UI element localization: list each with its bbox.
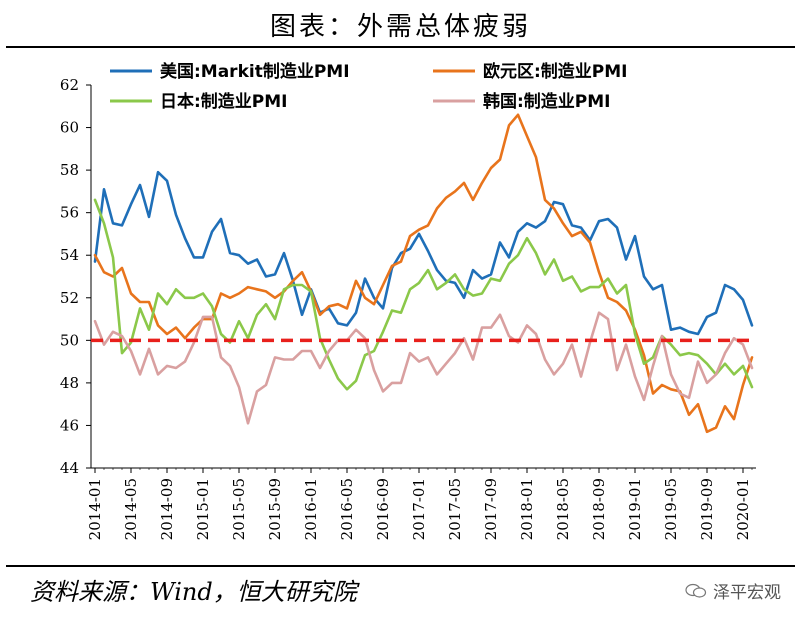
x-tick-label: 2014-01 — [86, 478, 104, 540]
x-tick-label: 2015-09 — [266, 478, 284, 540]
y-tick-label: 50 — [60, 331, 79, 349]
y-tick-label: 52 — [60, 289, 79, 307]
x-tick-label: 2016-09 — [374, 478, 392, 540]
x-tick-label: 2017-01 — [410, 478, 428, 540]
series-lines — [93, 113, 754, 434]
y-tick-label: 54 — [60, 246, 79, 264]
x-tick-label: 2018-01 — [518, 478, 536, 540]
x-tick-label: 2020-01 — [734, 478, 752, 540]
legend-label-3: 韩国:制造业PMI — [483, 91, 611, 112]
y-tick-label: 60 — [60, 119, 79, 137]
x-tick-label: 2018-05 — [554, 478, 572, 540]
top-rule — [6, 46, 795, 48]
legend-label-1: 欧元区:制造业PMI — [483, 61, 628, 82]
y-tick-label: 48 — [60, 374, 79, 392]
x-tick-label: 2014-05 — [122, 478, 140, 540]
watermark-text: 泽平宏观 — [713, 583, 781, 603]
x-axis-ticks: 2014-01 2014-05 2014-09 2015-01 2015-05 2015-… — [86, 468, 753, 540]
axes — [90, 85, 756, 469]
source-note: 资料来源：Wind，恒大研究院 — [30, 578, 357, 606]
x-tick-label: 2015-01 — [194, 478, 212, 540]
series-line-2 — [93, 198, 754, 391]
legend-label-2: 日本:制造业PMI — [160, 91, 288, 112]
series-line-0 — [93, 170, 754, 336]
y-tick-label: 44 — [60, 459, 79, 477]
series-line-1 — [93, 113, 754, 434]
page-title: 图表：外需总体疲弱 — [269, 12, 531, 42]
y-tick-label: 46 — [60, 416, 79, 434]
wechat-icon — [685, 583, 707, 598]
y-tick-label: 62 — [60, 76, 79, 94]
bottom-rule — [6, 565, 795, 567]
x-tick-label: 2016-01 — [302, 478, 320, 540]
x-tick-label: 2017-05 — [446, 478, 464, 540]
x-tick-label: 2016-05 — [338, 478, 356, 540]
legend-label-0: 美国:Markit制造业PMI — [160, 61, 350, 82]
x-tick-label: 2019-05 — [662, 478, 680, 540]
x-tick-label: 2015-05 — [230, 478, 248, 540]
y-tick-label: 56 — [60, 204, 79, 222]
series-line-3 — [93, 311, 754, 425]
y-axis-ticks: 44 46 48 50 52 54 56 58 60 62 — [60, 76, 91, 477]
x-tick-label: 2019-01 — [626, 478, 644, 540]
y-tick-label: 58 — [60, 161, 79, 179]
legend: 美国:Markit制造业PMI 欧元区:制造业PMI 日本:制造业PMI 韩国:制造业… — [110, 61, 628, 112]
x-tick-label: 2017-09 — [482, 478, 500, 540]
x-tick-label: 2014-09 — [158, 478, 176, 540]
x-tick-label: 2018-09 — [590, 478, 608, 540]
x-tick-label: 2019-09 — [698, 478, 716, 540]
watermark: 泽平宏观 — [685, 578, 781, 603]
